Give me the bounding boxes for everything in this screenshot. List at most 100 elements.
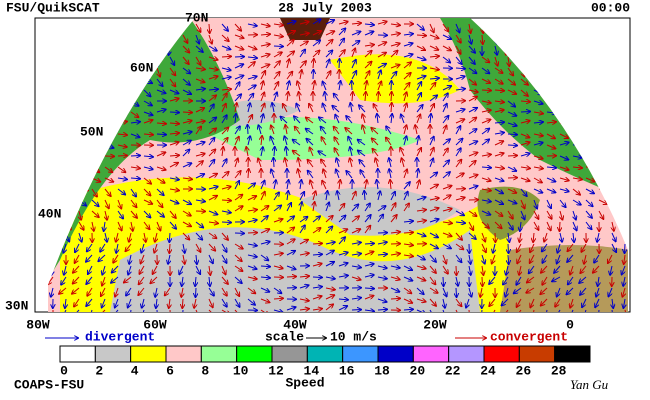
- wind-arrow: [520, 221, 521, 231]
- wind-arrow: [235, 158, 238, 168]
- wind-arrow: [481, 120, 490, 124]
- wind-arrow: [373, 149, 379, 157]
- wind-arrow: [260, 24, 270, 26]
- lat-label: 60N: [130, 60, 153, 75]
- wind-arrow: [529, 265, 535, 273]
- lon-label: 20W: [423, 317, 447, 332]
- wind-arrow: [351, 32, 360, 36]
- wind-arrow: [260, 192, 265, 201]
- wind-arrow: [554, 309, 561, 312]
- wind-arrow: [338, 229, 347, 234]
- wind-arrow: [260, 277, 270, 278]
- wind-arrow: [455, 232, 462, 240]
- wind-arrow: [403, 232, 413, 233]
- wind-arrow: [260, 104, 265, 113]
- wind-arrow: [507, 100, 515, 107]
- wind-arrow: [481, 101, 491, 103]
- wind-arrow: [443, 254, 446, 263]
- wind-arrow: [221, 23, 228, 31]
- wind-arrow: [165, 287, 171, 295]
- colorbar-tick-label: 28: [551, 363, 567, 378]
- wind-arrow: [482, 265, 483, 275]
- wind-arrow: [323, 169, 326, 179]
- wind-arrow: [299, 41, 308, 47]
- wind-arrow: [520, 133, 529, 137]
- wind-arrow: [582, 309, 587, 312]
- wind-arrow: [466, 298, 469, 307]
- wind-arrow: [221, 93, 227, 102]
- colorbar-tick-label: 26: [516, 363, 532, 378]
- wind-arrow: [156, 78, 163, 86]
- wind-arrow: [429, 56, 439, 57]
- wind-arrow: [494, 167, 504, 168]
- wind-arrow: [299, 61, 306, 69]
- wind-arrow: [221, 200, 231, 201]
- wind-arrow: [247, 183, 255, 190]
- wind-arrow: [391, 103, 392, 113]
- colorbar-box: [271, 345, 308, 363]
- wind-arrow: [182, 221, 191, 226]
- wind-arrow: [91, 188, 97, 197]
- wind-arrow: [143, 134, 153, 135]
- wind-arrow: [65, 298, 66, 308]
- wind-arrow: [59, 287, 67, 294]
- colorbar-box: [130, 345, 167, 363]
- wind-arrow: [429, 309, 435, 312]
- wind-arrow: [352, 49, 355, 58]
- wind-arrow: [273, 61, 280, 69]
- wind-arrow: [143, 210, 150, 217]
- wind-arrow: [429, 104, 434, 113]
- wind-arrow: [624, 309, 628, 312]
- wind-arrow: [312, 19, 321, 25]
- wind-arrow: [416, 148, 421, 157]
- wind-arrow: [260, 299, 269, 302]
- wind-arrow: [169, 56, 174, 65]
- wind-arrow: [455, 222, 465, 223]
- wind-arrow: [481, 178, 491, 181]
- wind-arrow: [403, 73, 411, 80]
- wind-arrow: [195, 121, 205, 123]
- wind-arrow: [75, 254, 80, 263]
- wind-arrow: [623, 276, 625, 286]
- wind-arrow: [519, 232, 521, 242]
- wind-arrow: [530, 298, 535, 307]
- wind-arrow: [182, 232, 189, 239]
- lat-label: 30N: [5, 298, 28, 313]
- wind-arrow: [117, 221, 122, 230]
- wind-arrow: [494, 188, 503, 193]
- wind-arrow: [416, 82, 421, 91]
- wind-arrow: [287, 81, 289, 91]
- wind-arrow: [377, 180, 378, 190]
- wind-arrow: [364, 310, 374, 311]
- wind-arrow: [338, 275, 348, 277]
- wind-arrow: [143, 167, 153, 169]
- wind-arrow: [585, 221, 591, 229]
- wind-arrow: [375, 158, 378, 168]
- wind-arrow: [559, 155, 568, 160]
- wind-arrow: [573, 232, 574, 242]
- wind-arrow: [494, 210, 502, 216]
- colorbar-box: [94, 345, 132, 363]
- wind-arrow: [442, 209, 452, 211]
- wind-arrow: [115, 298, 118, 307]
- wind-arrow: [533, 101, 543, 104]
- wind-arrow: [468, 67, 476, 73]
- wind-arrow: [403, 54, 413, 57]
- wind-arrow: [514, 287, 522, 293]
- wind-arrow: [442, 116, 448, 124]
- wind-arrow: [416, 287, 424, 294]
- wind-arrow: [390, 24, 400, 25]
- wind-arrow: [258, 158, 261, 168]
- signature: Yan Gu: [570, 377, 609, 392]
- wind-arrow: [377, 299, 387, 302]
- wind-arrow: [495, 56, 498, 66]
- wind-arrow: [351, 192, 356, 201]
- wind-arrow: [572, 156, 582, 158]
- wind-arrow: [273, 158, 274, 168]
- wind-arrow: [273, 52, 282, 58]
- wind-arrow: [546, 122, 556, 123]
- wind-arrow: [559, 221, 560, 231]
- wind-arrow: [544, 232, 547, 242]
- wind-arrow: [336, 170, 339, 179]
- wind-arrow: [260, 65, 269, 69]
